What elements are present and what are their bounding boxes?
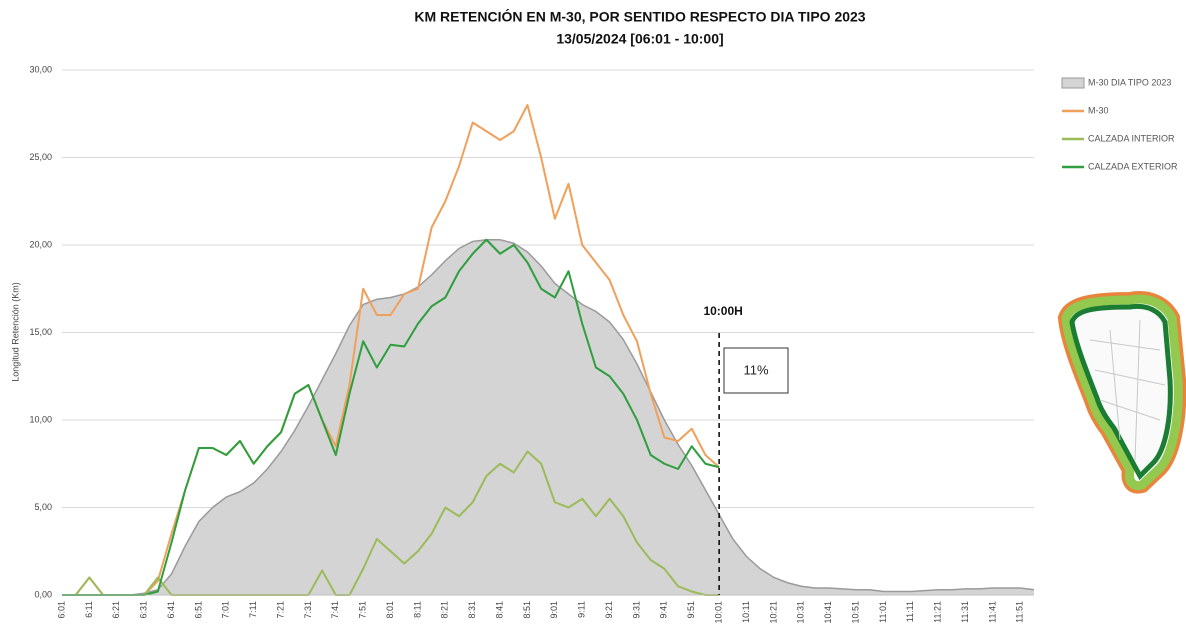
- x-tick-label: 9:41: [659, 601, 669, 619]
- legend: M-30 DIA TIPO 2023 M-30 CALZADA INTERIOR CA…: [1061, 77, 1178, 171]
- x-tick-label: 9:01: [549, 601, 559, 619]
- x-tick-label: 10:21: [768, 601, 778, 624]
- line: [62, 238, 720, 596]
- y-tick-label: 0,00: [34, 589, 52, 599]
- x-tick-label: 9:11: [577, 601, 587, 618]
- annotation: 10:00H: [703, 304, 742, 318]
- x-tick-label: 6:31: [139, 601, 149, 619]
- annotation-box: [723, 347, 789, 394]
- y-tick-label: 5,00: [34, 502, 52, 512]
- x-tick-label: 6:41: [166, 601, 176, 619]
- x-tick-label: 9:31: [631, 601, 641, 619]
- x-tick-label: 9:21: [604, 601, 614, 619]
- y-tick-label: 25,00: [29, 152, 52, 162]
- x-tick-label: 6:51: [193, 601, 203, 619]
- legend-swatch: [1061, 77, 1085, 89]
- x-tick-label: 10:11: [741, 601, 751, 623]
- annotation: 11%: [743, 362, 768, 377]
- y-tick-label: 20,00: [29, 239, 52, 249]
- x-tick-label: 9:51: [686, 601, 696, 619]
- x-tick-label: 8:41: [494, 601, 504, 619]
- y-tick-label: 10,00: [29, 414, 52, 424]
- area-outline: [62, 239, 1035, 596]
- x-tick-label: 8:21: [440, 601, 450, 619]
- x-tick-label: 11:41: [987, 601, 997, 623]
- x-tick-label: 7:01: [221, 601, 231, 619]
- legend-label: M-30: [1088, 105, 1109, 115]
- x-tick-label: 7:21: [275, 601, 285, 619]
- chart-title: KM RETENCIÓN EN M-30, POR SENTIDO RESPEC…: [414, 8, 865, 25]
- y-tick-label: 15,00: [29, 327, 52, 337]
- legend-label: M-30 DIA TIPO 2023: [1088, 77, 1171, 87]
- x-tick-label: 10:51: [850, 601, 860, 624]
- x-tick-label: 6:11: [84, 601, 94, 618]
- x-tick-label: 6:01: [56, 601, 66, 619]
- area: [62, 239, 1034, 595]
- chart-subtitle: 13/05/2024 [06:01 - 10:00]: [556, 31, 723, 47]
- x-tick-label: 8:11: [412, 601, 422, 618]
- line: [62, 104, 720, 596]
- x-tick-label: 8:51: [522, 601, 532, 619]
- x-tick-label: 10:41: [823, 601, 833, 624]
- x-tick-label: 11:11: [905, 601, 915, 622]
- x-tick-label: 11:01: [878, 601, 888, 623]
- legend-label: CALZADA EXTERIOR: [1088, 161, 1178, 171]
- x-tick-label: 11:31: [960, 601, 970, 623]
- x-tick-label: 6:21: [111, 601, 121, 619]
- y-axis-label: Longitud Retención (Km): [10, 282, 20, 382]
- x-tick-label: 10:31: [796, 601, 806, 624]
- x-tick-label: 7:41: [330, 601, 340, 619]
- x-tick-label: 7:11: [248, 601, 258, 618]
- x-tick-label: 10:01: [714, 601, 724, 624]
- map-inset: [1057, 291, 1186, 494]
- x-tick-label: 11:51: [1015, 601, 1025, 623]
- x-tick-label: 11:21: [933, 601, 943, 623]
- x-tick-label: 7:51: [358, 601, 368, 619]
- x-tick-label: 8:31: [467, 601, 477, 619]
- y-tick-label: 30,00: [29, 64, 52, 74]
- x-tick-label: 8:01: [385, 601, 395, 619]
- legend-label: CALZADA INTERIOR: [1088, 133, 1175, 143]
- x-tick-label: 7:31: [303, 601, 313, 619]
